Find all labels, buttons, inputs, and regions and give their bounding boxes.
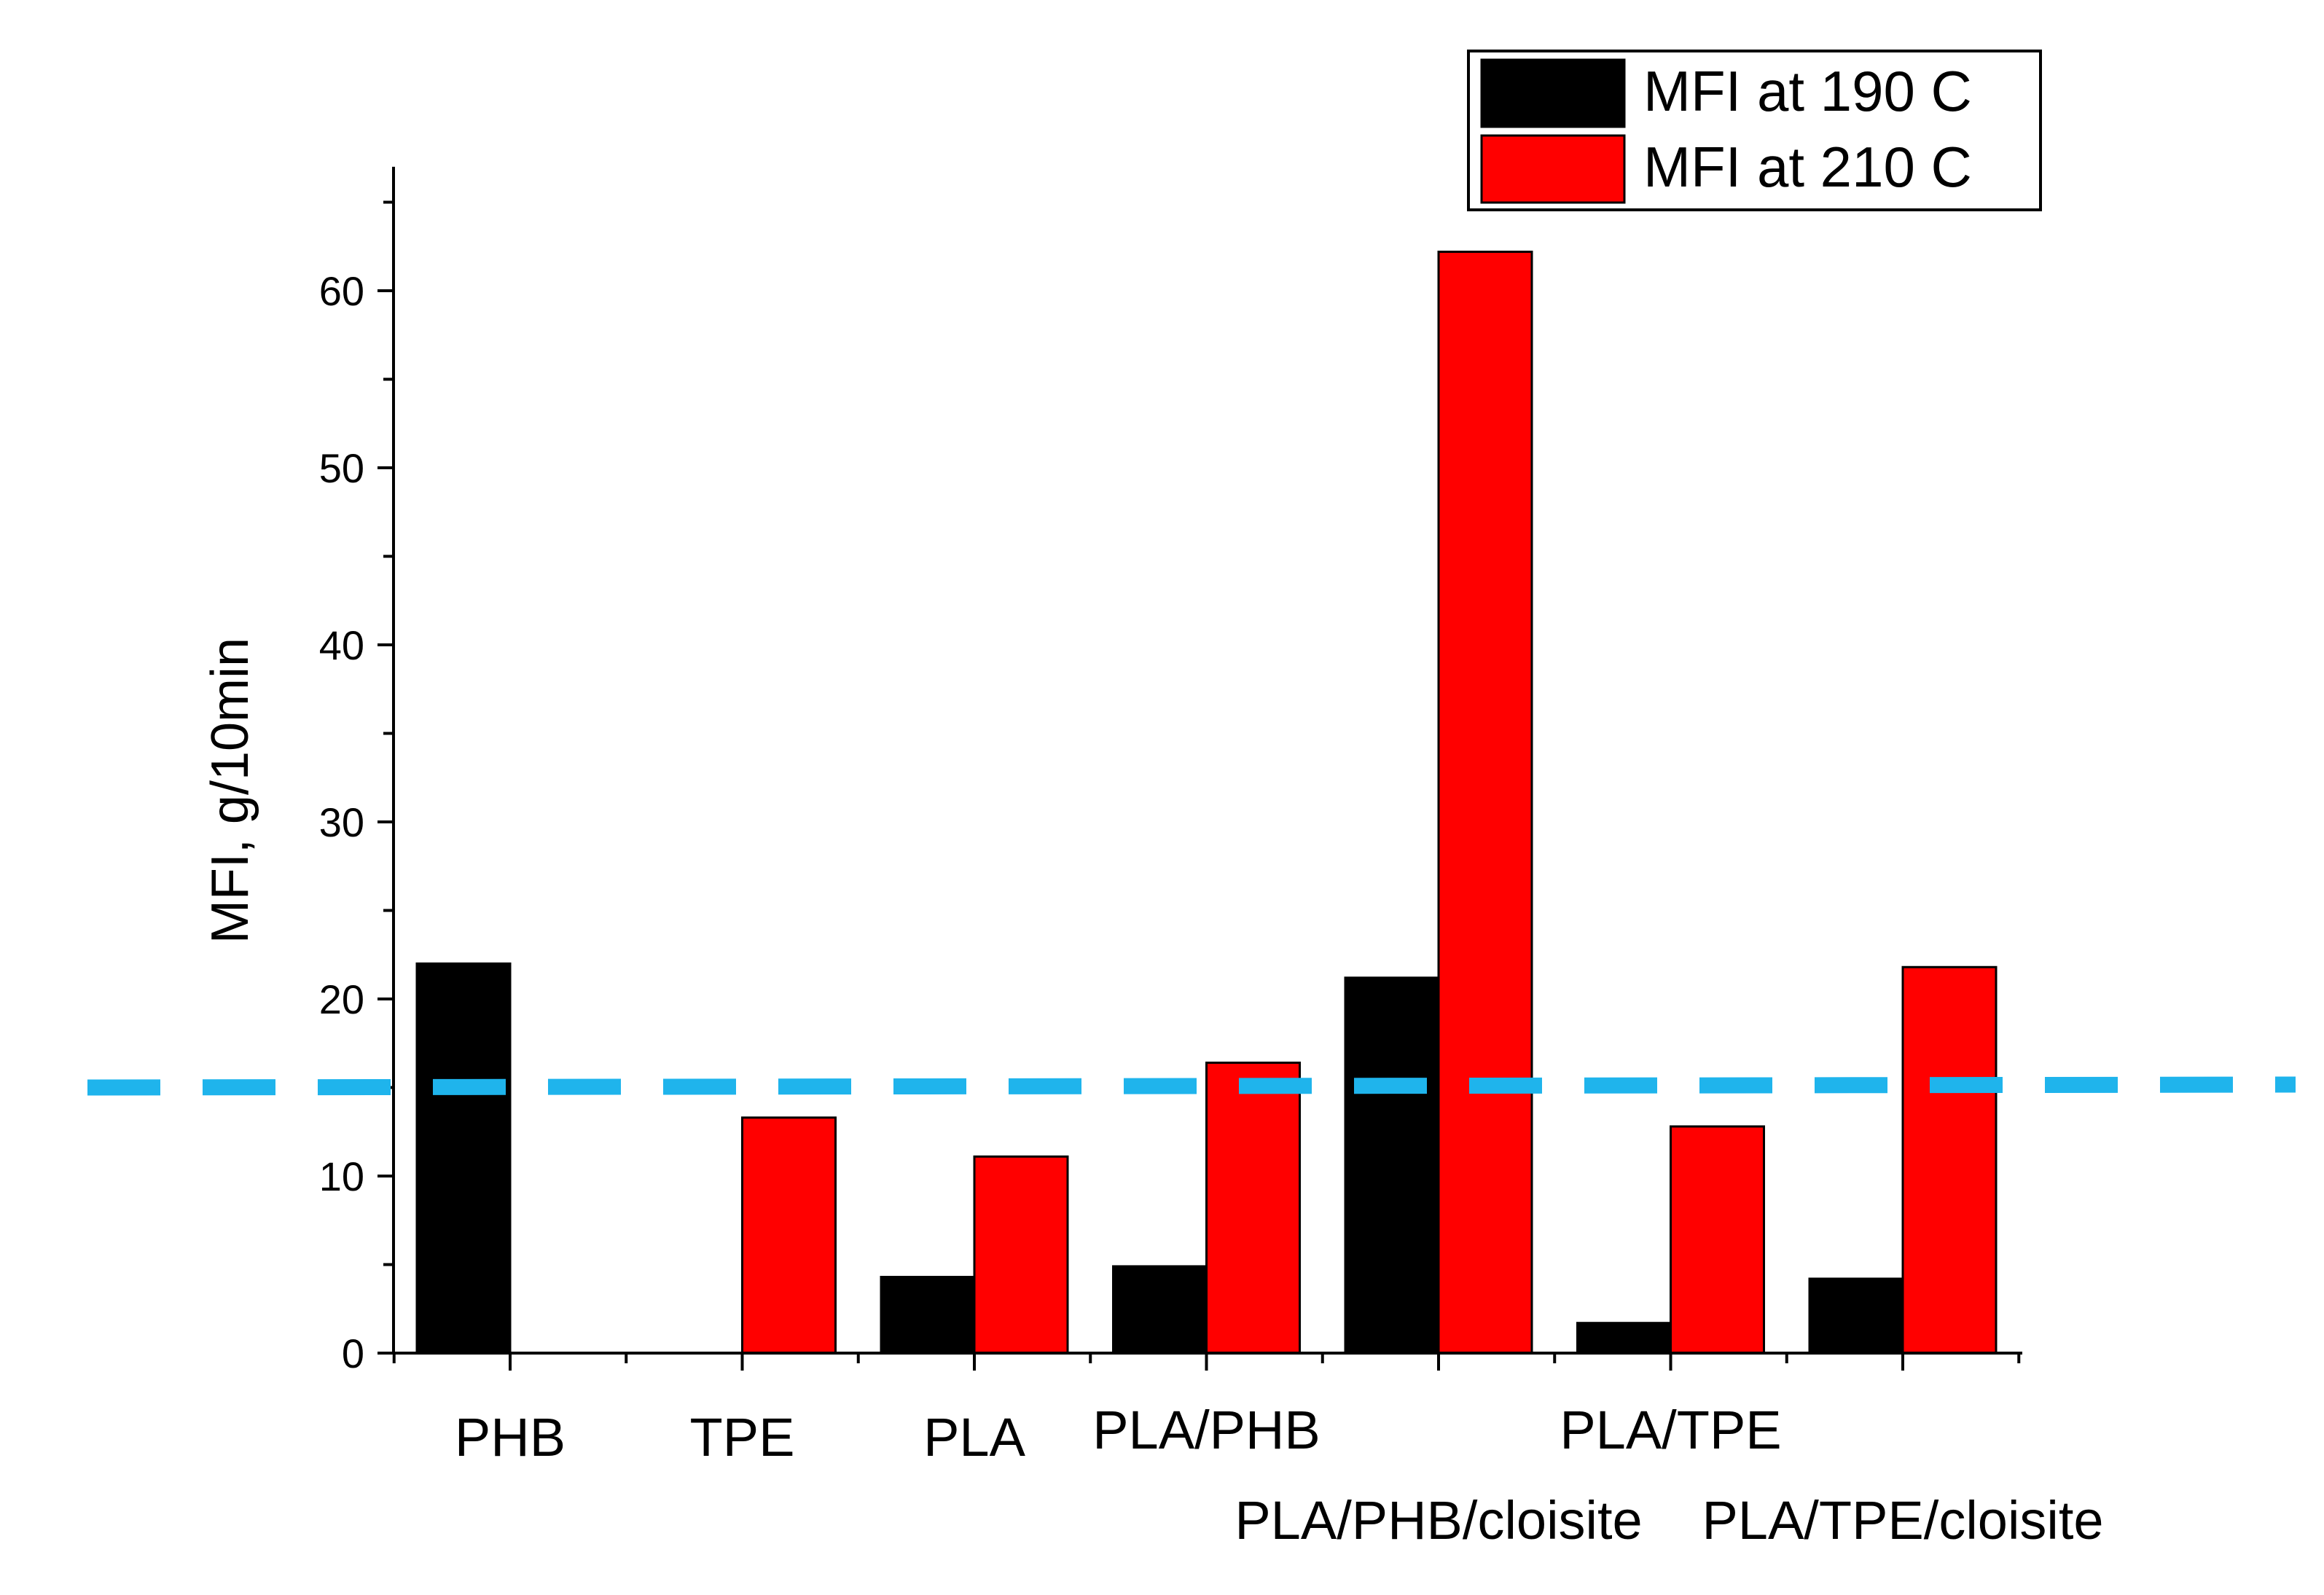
legend-swatch-mfi-190	[1480, 58, 1626, 128]
x-category-label: PLA/PHB	[1092, 1400, 1321, 1460]
y-tick-label: 10	[319, 1153, 364, 1199]
bar-mfi-210-4	[1437, 251, 1533, 1355]
reference-line-layer	[87, 1076, 2296, 1096]
bar-mfi-190-2	[880, 1276, 976, 1355]
legend: MFI at 190 C MFI at 210 C	[1467, 50, 2042, 211]
y-tick-label: 50	[319, 445, 364, 491]
y-axis-title: MFI, g/10min	[201, 638, 259, 944]
legend-label-mfi-210: MFI at 210 C	[1643, 135, 1972, 199]
y-tick-label: 30	[319, 799, 364, 845]
bar-mfi-210-2	[973, 1155, 1069, 1355]
y-tick-label: 40	[319, 622, 364, 668]
y-tick-label: 0	[342, 1331, 364, 1376]
y-tick-label: 60	[319, 268, 364, 314]
bar-mfi-190-0	[415, 962, 512, 1355]
bar-mfi-210-3	[1205, 1061, 1301, 1355]
bar-mfi-190-3	[1112, 1265, 1208, 1355]
x-category-label: PLA/PHB/cloisite	[1235, 1490, 1642, 1551]
bar-mfi-210-1	[741, 1116, 837, 1355]
bar-mfi-210-6	[1901, 965, 1998, 1355]
bar-mfi-190-5	[1576, 1322, 1672, 1355]
reference-line	[87, 1076, 2296, 1096]
y-tick-label: 20	[319, 976, 364, 1022]
bars-layer	[415, 251, 1998, 1355]
legend-label-mfi-190: MFI at 190 C	[1643, 59, 1972, 123]
bar-mfi-190-6	[1808, 1277, 1904, 1355]
axes: 0 10 20 30 40 50 60 PHB TPE PLA PLA/PHB PLA/PHB/clo…	[319, 166, 2104, 1551]
x-category-label: PLA	[923, 1407, 1026, 1467]
x-category-label: PHB	[455, 1407, 566, 1467]
bar-mfi-210-5	[1670, 1125, 1765, 1355]
bar-mfi-190-4	[1344, 976, 1440, 1355]
x-category-label: PLA/TPE	[1560, 1400, 1781, 1460]
x-category-label: PLA/TPE/cloisite	[1702, 1490, 2103, 1551]
legend-swatch-mfi-210	[1480, 134, 1626, 204]
x-category-label: TPE	[690, 1407, 795, 1467]
